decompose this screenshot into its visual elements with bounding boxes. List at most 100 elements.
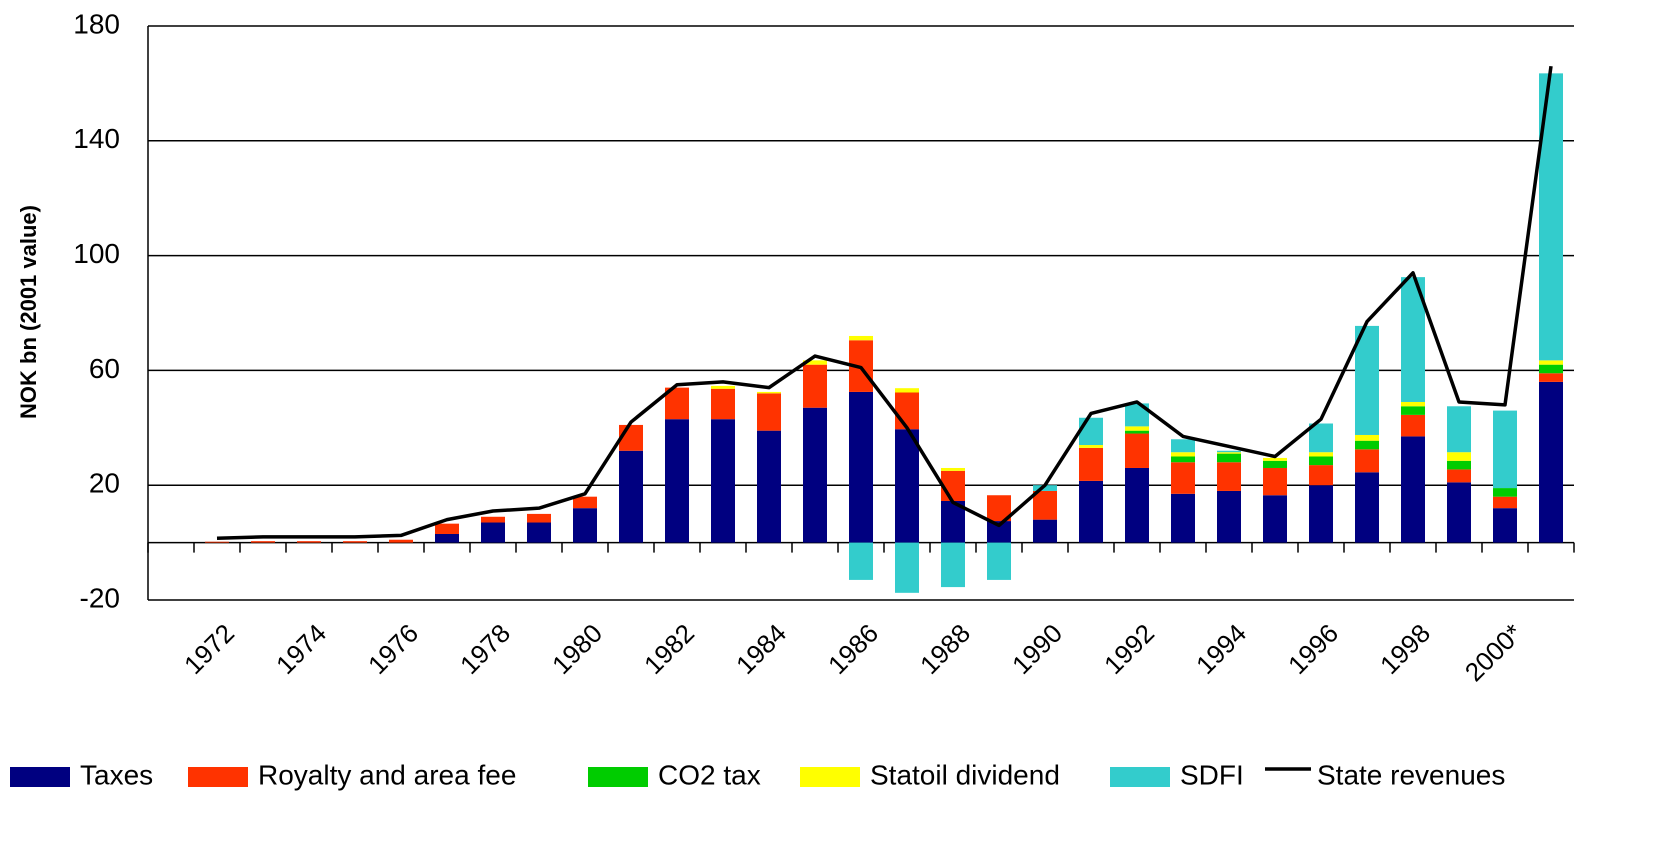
bar-segment bbox=[1539, 360, 1563, 365]
x-tick-label: 1972 bbox=[178, 618, 240, 680]
bar-segment bbox=[1079, 480, 1103, 543]
bar-segment bbox=[1401, 414, 1425, 437]
bar-segment bbox=[1171, 456, 1195, 463]
x-tick-label: 1980 bbox=[546, 618, 608, 680]
x-tick-label: 1984 bbox=[730, 618, 792, 680]
legend-swatch bbox=[588, 767, 648, 787]
y-tick-label: -20 bbox=[80, 582, 120, 613]
legend-label: State revenues bbox=[1317, 759, 1505, 790]
legend-label: SDFI bbox=[1180, 759, 1244, 790]
bar-segment bbox=[1447, 460, 1471, 470]
bar-segment bbox=[1263, 457, 1287, 461]
bar-segment bbox=[527, 513, 551, 523]
bar-segment bbox=[1539, 381, 1563, 543]
bar-segment bbox=[1493, 488, 1517, 497]
bar-segment bbox=[1171, 439, 1195, 453]
bar-segment bbox=[849, 542, 873, 580]
x-tick-label: 1974 bbox=[270, 618, 332, 680]
bar-segment bbox=[1447, 452, 1471, 461]
bar-segment bbox=[573, 496, 597, 509]
bar-segment bbox=[1263, 460, 1287, 468]
bar-segment bbox=[1539, 373, 1563, 382]
x-tick-label: 1976 bbox=[362, 618, 424, 680]
bar-segment bbox=[1125, 403, 1149, 427]
legend-swatch bbox=[10, 767, 70, 787]
y-tick-label: 60 bbox=[89, 353, 120, 384]
bar-segment bbox=[1447, 469, 1471, 483]
bar-segment bbox=[711, 419, 735, 543]
bar-segment bbox=[1125, 426, 1149, 431]
bar-segment bbox=[757, 430, 781, 543]
x-tick-label: 1982 bbox=[638, 618, 700, 680]
bar-segment bbox=[1217, 452, 1241, 454]
bar-segment bbox=[1355, 325, 1379, 435]
bar-segment bbox=[711, 385, 735, 389]
bar-segment bbox=[757, 391, 781, 394]
legend-swatch bbox=[1110, 767, 1170, 787]
bar-segment bbox=[1355, 449, 1379, 473]
bar-segment bbox=[1401, 401, 1425, 407]
bar-segment bbox=[987, 521, 1011, 543]
x-tick-label: 1994 bbox=[1190, 618, 1252, 680]
bar-segment bbox=[803, 360, 827, 365]
x-tick-label: 1978 bbox=[454, 618, 516, 680]
legend-label: Statoil dividend bbox=[870, 759, 1060, 790]
bar-segment bbox=[1079, 445, 1103, 448]
bar-segment bbox=[573, 508, 597, 543]
bar-segment bbox=[1125, 430, 1149, 434]
bar-segment bbox=[1079, 447, 1103, 481]
bar-segment bbox=[1125, 433, 1149, 468]
y-tick-label: 20 bbox=[89, 468, 120, 499]
x-tick-label: 1996 bbox=[1282, 618, 1344, 680]
bar-segment bbox=[1401, 436, 1425, 543]
line bbox=[216, 65, 1553, 541]
y-tick-label: 180 bbox=[73, 8, 120, 39]
bar-segment bbox=[987, 542, 1011, 580]
x-tick-label: 1990 bbox=[1006, 618, 1068, 680]
x-tick-label: 1988 bbox=[914, 618, 976, 680]
y-tick-label: 100 bbox=[73, 238, 120, 269]
bar-segment bbox=[803, 407, 827, 543]
bar-segment bbox=[941, 542, 965, 588]
bar-segment bbox=[619, 450, 643, 543]
bar-segment bbox=[1033, 485, 1057, 491]
bar-segment bbox=[1401, 406, 1425, 415]
bar-segment bbox=[1217, 450, 1241, 453]
bar-segment bbox=[527, 522, 551, 543]
bar-segment bbox=[1355, 472, 1379, 543]
bar-segment bbox=[343, 541, 367, 543]
legend-swatch bbox=[188, 767, 248, 787]
bar-segment bbox=[297, 541, 321, 543]
bar-segment bbox=[941, 470, 965, 501]
bar-segment bbox=[389, 539, 413, 543]
bar-segment bbox=[1171, 493, 1195, 543]
bar-segment bbox=[711, 388, 735, 420]
bar-segment bbox=[481, 516, 505, 523]
bar-segment bbox=[1355, 434, 1379, 441]
bar-segment bbox=[849, 391, 873, 543]
bar-segment bbox=[1217, 453, 1241, 463]
bar-segment bbox=[665, 419, 689, 543]
y-tick-label: 140 bbox=[73, 123, 120, 154]
bar-segment bbox=[1309, 465, 1333, 486]
bar-segment bbox=[1447, 482, 1471, 543]
bar-segment bbox=[251, 541, 275, 543]
bar-segment bbox=[481, 522, 505, 543]
bar-segment bbox=[205, 541, 229, 543]
bar-segment bbox=[1079, 417, 1103, 446]
y-axis-title: NOK bn (2001 value) bbox=[16, 205, 41, 419]
bar-segment bbox=[1493, 508, 1517, 543]
bar-segment bbox=[1125, 467, 1149, 543]
bar-segment bbox=[895, 392, 919, 430]
bar-segment bbox=[1493, 410, 1517, 489]
bar-segment bbox=[435, 533, 459, 543]
bar-segment bbox=[895, 388, 919, 393]
bar-segment bbox=[941, 467, 965, 471]
legend-label: CO2 tax bbox=[658, 759, 761, 790]
x-tick-label: 2000* bbox=[1459, 618, 1528, 687]
bar-segment bbox=[1309, 456, 1333, 466]
bar-segment bbox=[1033, 519, 1057, 543]
bar-segment bbox=[1263, 467, 1287, 496]
bar-segment bbox=[895, 429, 919, 543]
